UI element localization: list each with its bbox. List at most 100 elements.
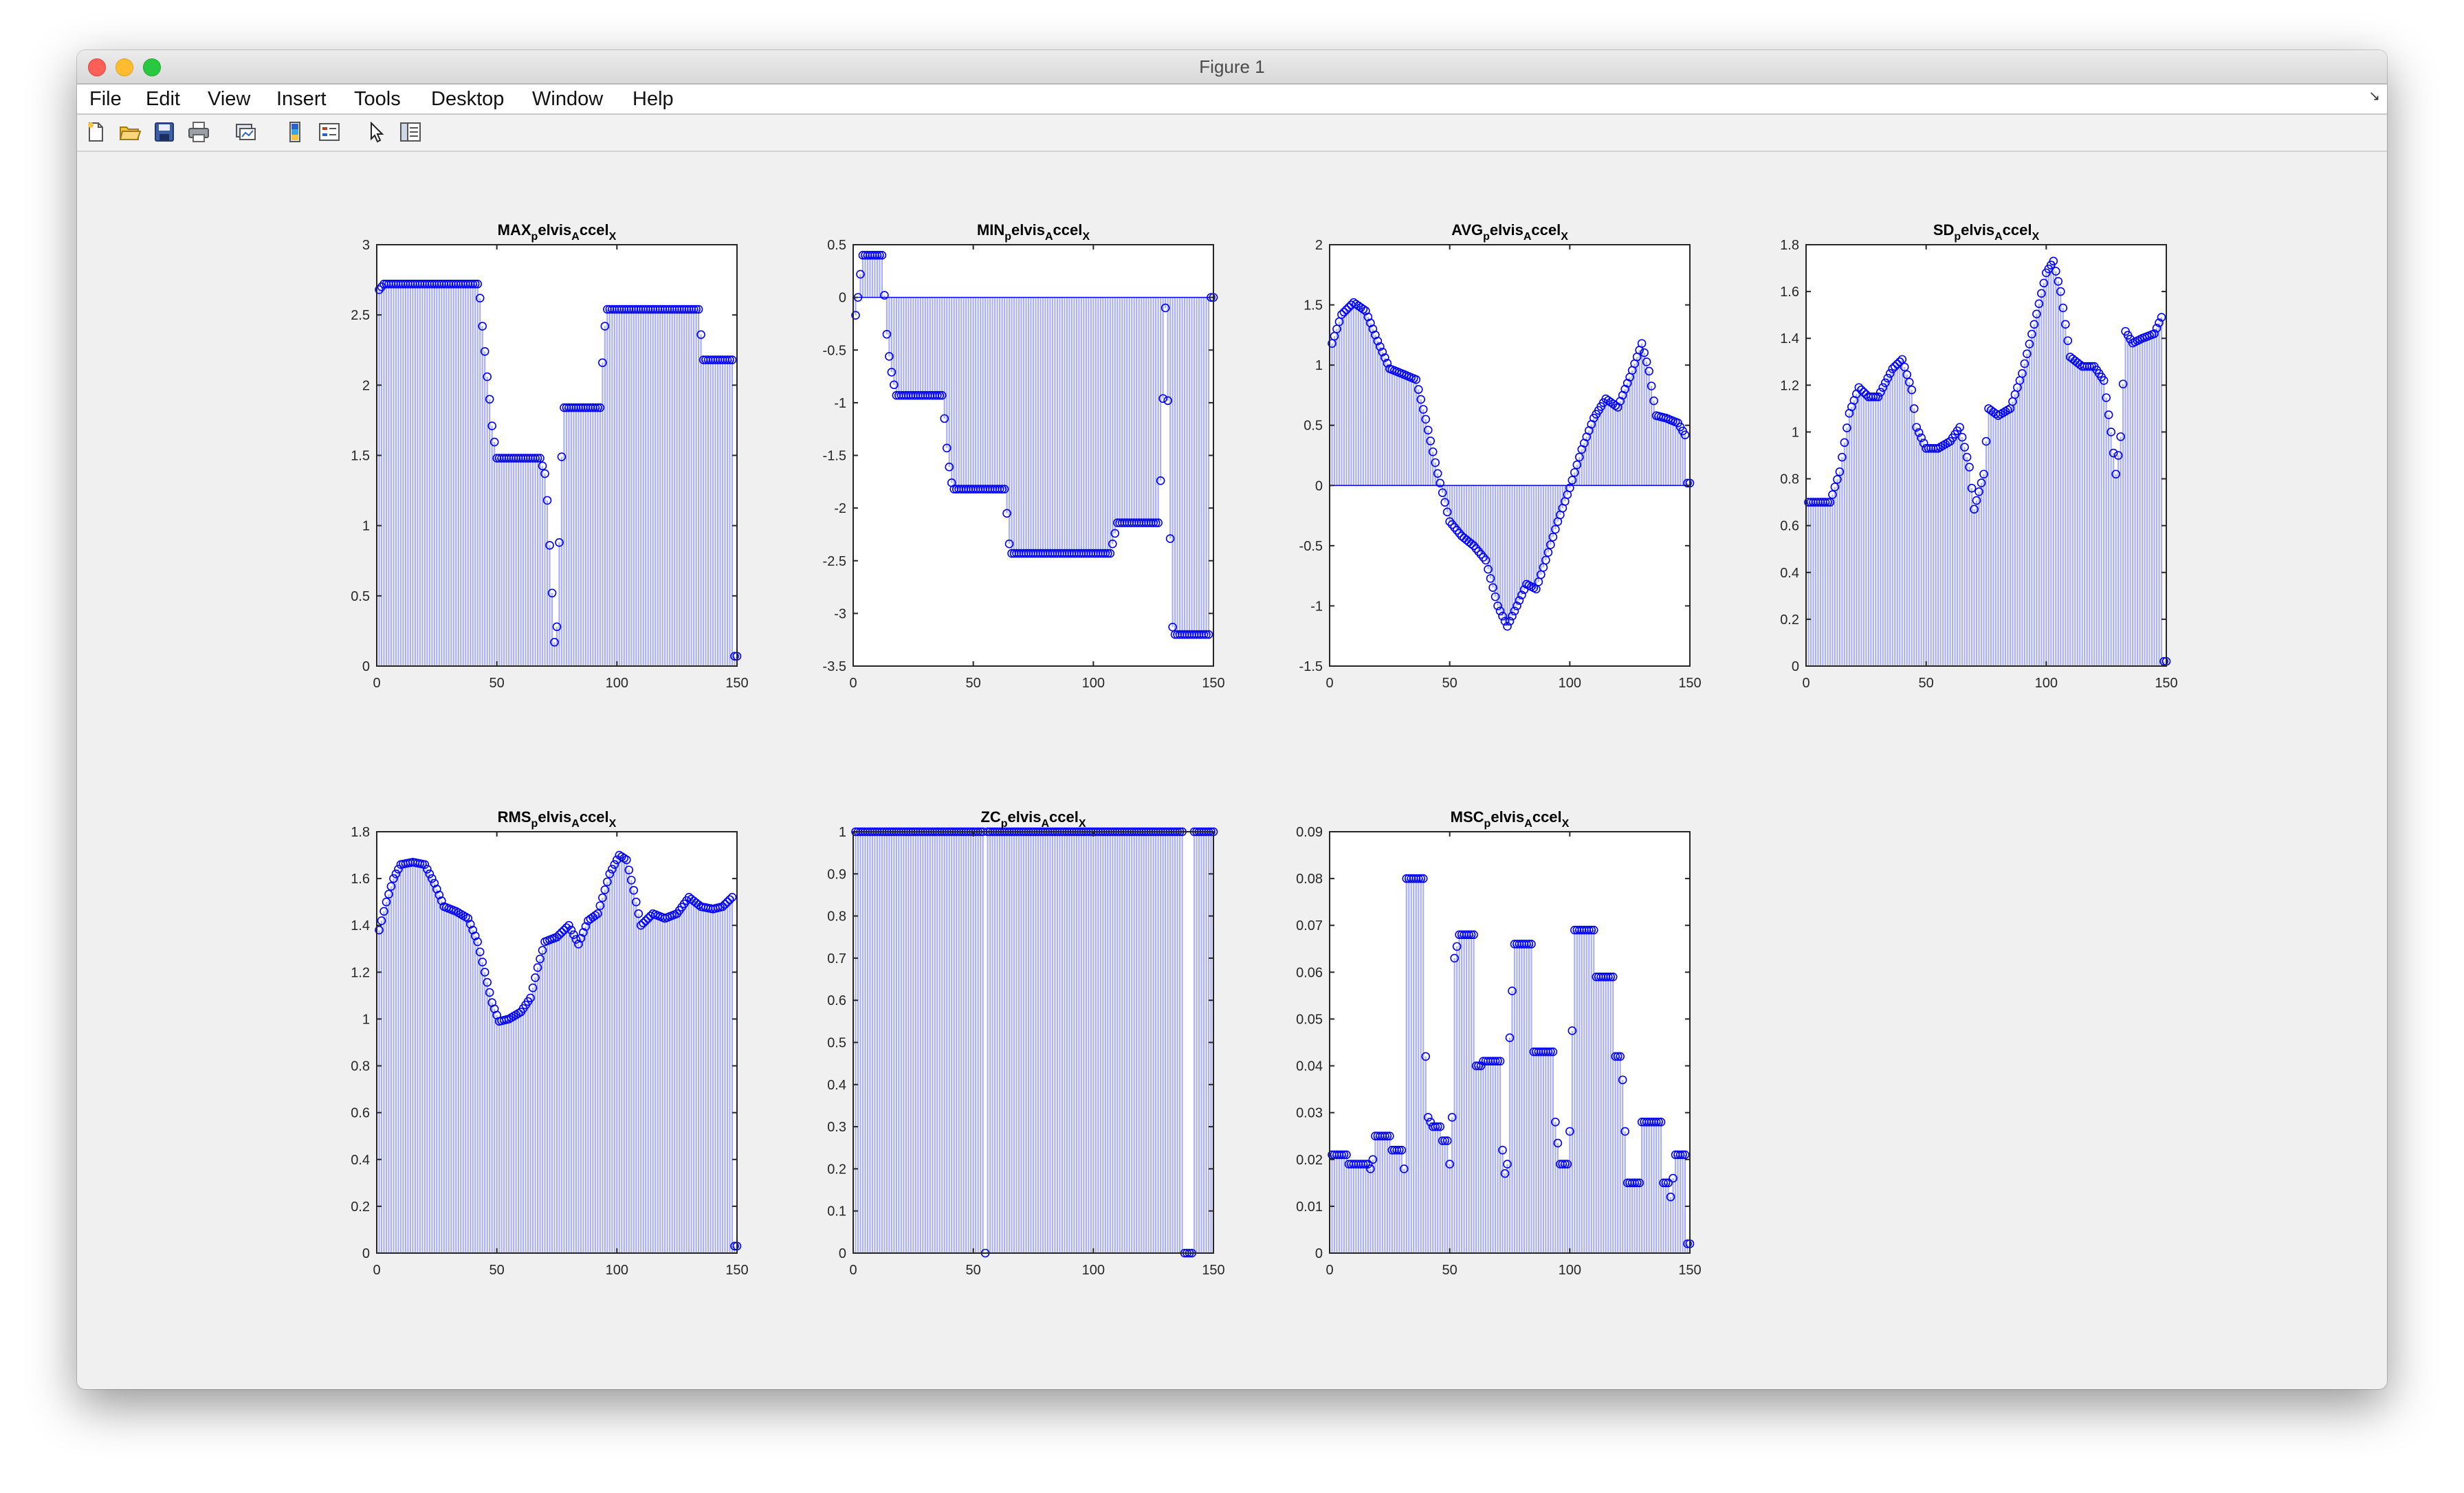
- subplot-msc: 0 50 100 150 0 0.01 0.02 0.03 0.04 0.05 0.06 0.07 0.…: [1296, 808, 1702, 1278]
- open-file-icon[interactable]: [118, 120, 142, 144]
- data-point: [1893, 360, 1902, 368]
- legend-icon[interactable]: [318, 120, 341, 144]
- data-point: [1890, 362, 1900, 371]
- data-point: [1373, 336, 1383, 346]
- data-point: [564, 920, 573, 930]
- data-point: [1376, 342, 1385, 351]
- data-point: [1647, 381, 1656, 390]
- data-point: [1568, 476, 1577, 485]
- data-point: [1337, 1150, 1346, 1160]
- data-point: [1871, 392, 1880, 401]
- edit-plot-cursor-icon[interactable]: [364, 120, 388, 144]
- link-plot-icon[interactable]: [234, 120, 257, 144]
- data-point: [1495, 606, 1505, 616]
- subplot-title: AVGpelvisAccelX: [1451, 221, 1568, 243]
- colorbar-icon[interactable]: [283, 120, 307, 144]
- data-point: [1344, 302, 1354, 312]
- data-point: [1505, 617, 1515, 626]
- close-window-button[interactable]: [88, 58, 106, 76]
- menu-window[interactable]: Window: [532, 88, 604, 110]
- data-point: [1339, 1150, 1349, 1160]
- data-point: [1618, 1075, 1627, 1085]
- y-tick-label: 0.2: [827, 1162, 846, 1177]
- data-point: [423, 865, 432, 874]
- data-point: [1611, 401, 1620, 410]
- data-point: [1902, 370, 1912, 379]
- subplot-min: 0 50 100 150 -3.5 -3 -2.5 -2 -1.5 -1 -0.5 0 0.5 MINpe…: [823, 221, 1225, 691]
- stem-lines: [1807, 261, 2168, 666]
- data-point: [1479, 553, 1488, 562]
- data-point: [1464, 930, 1473, 940]
- data-point: [2152, 324, 2162, 333]
- save-icon[interactable]: [153, 120, 176, 144]
- data-point: [2060, 320, 2070, 329]
- data-point: [485, 395, 494, 404]
- data-point: [536, 954, 544, 964]
- menu-desktop[interactable]: Desktop: [431, 88, 505, 110]
- menu-edit[interactable]: Edit: [146, 88, 180, 110]
- data-point: [1854, 383, 1864, 392]
- menu-view[interactable]: View: [208, 88, 251, 110]
- y-tick-label: 1.4: [351, 918, 370, 933]
- data-point: [434, 890, 444, 900]
- y-tick-label: 0.5: [827, 238, 846, 253]
- data-point: [1383, 359, 1392, 368]
- zoom-window-button[interactable]: [143, 58, 161, 76]
- y-tick-label: 0.09: [1296, 825, 1323, 840]
- data-point: [1450, 953, 1459, 963]
- data-point: [1380, 353, 1389, 362]
- title-bar[interactable]: Figure 1: [77, 50, 2387, 85]
- data-point: [608, 865, 617, 874]
- data-point: [1505, 1033, 1515, 1042]
- y-tick-label: 0.8: [827, 909, 846, 925]
- data-point: [694, 900, 703, 909]
- print-icon[interactable]: [187, 120, 210, 144]
- data-point: [1888, 364, 1898, 373]
- y-tick-label: 1: [1792, 425, 1799, 440]
- y-tick-label: 2.5: [351, 308, 370, 323]
- x-tick-label: 0: [373, 1263, 380, 1278]
- data-point: [692, 305, 701, 314]
- menu-file[interactable]: File: [89, 88, 122, 110]
- data-point: [1553, 1138, 1563, 1148]
- minimize-window-button[interactable]: [116, 58, 133, 76]
- data-point: [478, 322, 487, 331]
- data-point: [545, 540, 554, 550]
- data-point: [1108, 539, 1117, 549]
- data-point: [694, 305, 703, 314]
- data-point: [1859, 388, 1869, 397]
- menu-insert[interactable]: Insert: [276, 88, 327, 110]
- data-point: [1445, 517, 1454, 527]
- menu-tools[interactable]: Tools: [354, 88, 401, 110]
- x-tick-label: 0: [849, 676, 857, 691]
- y-tick-label: 0.02: [1296, 1153, 1323, 1168]
- data-point: [1640, 348, 1649, 357]
- data-point: [1869, 392, 1878, 401]
- data-point: [1380, 1131, 1389, 1141]
- data-point: [1361, 1160, 1370, 1169]
- data-point: [470, 931, 480, 940]
- data-point: [2025, 340, 2034, 349]
- data-point: [485, 988, 494, 997]
- x-tick-label: 0: [1326, 1263, 1333, 1278]
- data-point: [1484, 564, 1493, 574]
- menu-help[interactable]: Help: [632, 88, 674, 110]
- data-point: [2116, 432, 2125, 441]
- data-point: [727, 355, 737, 364]
- new-figure-icon[interactable]: [84, 120, 107, 144]
- property-inspector-icon[interactable]: [399, 120, 422, 144]
- data-markers: [1804, 256, 2171, 666]
- x-tick-label: 100: [606, 1263, 628, 1278]
- data-point: [1416, 874, 1426, 883]
- y-tick-label: 2: [1315, 238, 1323, 253]
- data-point: [995, 485, 1004, 494]
- data-point: [1204, 630, 1213, 639]
- dock-arrow-icon[interactable]: ↘: [2368, 89, 2380, 104]
- axes-frame: [1329, 244, 1691, 667]
- data-point: [1149, 518, 1158, 527]
- data-point: [1603, 972, 1613, 982]
- x-tick-label: 100: [1082, 676, 1105, 691]
- data-point: [727, 893, 737, 902]
- data-point: [480, 968, 490, 977]
- data-point: [885, 352, 894, 361]
